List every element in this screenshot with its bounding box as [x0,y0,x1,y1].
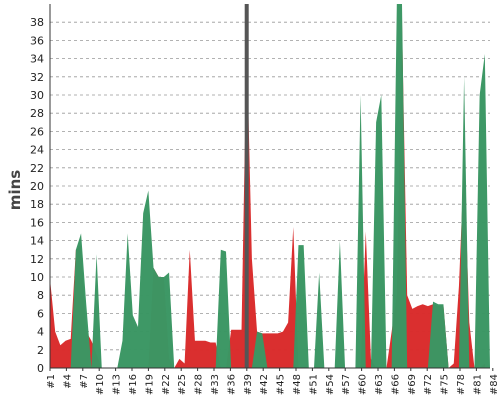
x-tick-label: #72 [423,374,434,395]
x-tick-label: #54 [325,374,336,395]
x-tick-labels: #1 #4 #7 #10 #13 #16 #19 #22 #25 #28 #33 #36 #39 #42 #… [46,368,500,395]
y-tick-label: 38 [30,16,44,29]
x-tick-label: #13 [112,374,123,395]
y-tick-label: 10 [30,271,44,284]
x-tick-label: #7 [79,374,90,389]
x-tick-label: #78 [456,374,467,395]
x-tick-label: #81 [472,374,483,395]
x-tick-label: #10 [95,374,106,395]
x-tick-label: #60 [358,374,369,395]
series-areas [50,4,491,368]
x-tick-label: #63 [374,374,385,395]
x-tick-label: #57 [341,374,352,395]
y-tick-label: 4 [37,326,44,339]
y-tick-label: 12 [30,253,44,266]
x-tick-label: #16 [128,374,139,395]
x-tick-label: #39 [243,374,254,395]
x-tick-label: #42 [259,374,270,395]
x-tick-label: #1 [46,374,57,389]
y-tick-label: 16 [30,216,44,229]
axes [49,4,490,369]
gridlines [50,21,490,351]
x-tick-label: #51 [308,374,319,395]
series-red-area [50,22,485,368]
cursor-bar [244,4,249,368]
x-tick-label: #84 [489,374,500,395]
y-tick-label: 0 [37,362,44,375]
y-tick-label: 22 [30,162,44,175]
y-axis-label: mins [6,170,24,210]
x-tick-label: #45 [276,374,287,395]
x-tick-label: #25 [177,374,188,395]
y-tick-label: 32 [30,71,44,84]
x-tick-label: #22 [161,374,172,395]
x-tick-label: #28 [194,374,205,395]
x-tick-label: #66 [390,374,401,395]
y-tick-label: 34 [30,53,44,66]
y-tick-label: 24 [30,144,44,157]
y-tick-label: 2 [37,344,44,357]
y-tick-label: 18 [30,198,44,211]
x-tick-label: #48 [292,374,303,395]
x-tick-label: #4 [62,374,73,389]
y-tick-label: 8 [37,289,44,302]
x-tick-label: #69 [407,374,418,395]
y-tick-label: 28 [30,107,44,120]
hover-cursor [244,4,249,368]
x-tick-label: #19 [144,374,155,395]
x-tick-label: #75 [440,374,451,395]
y-tick-label: 14 [30,235,44,248]
y-tick-label: 30 [30,89,44,102]
x-tick-label: #33 [210,374,221,395]
x-tick-label: #36 [226,374,237,395]
y-tick-label: 6 [37,307,44,320]
y-tick-label: 36 [30,34,44,47]
y-tick-label: 20 [30,180,44,193]
y-tick-label: 26 [30,125,44,138]
